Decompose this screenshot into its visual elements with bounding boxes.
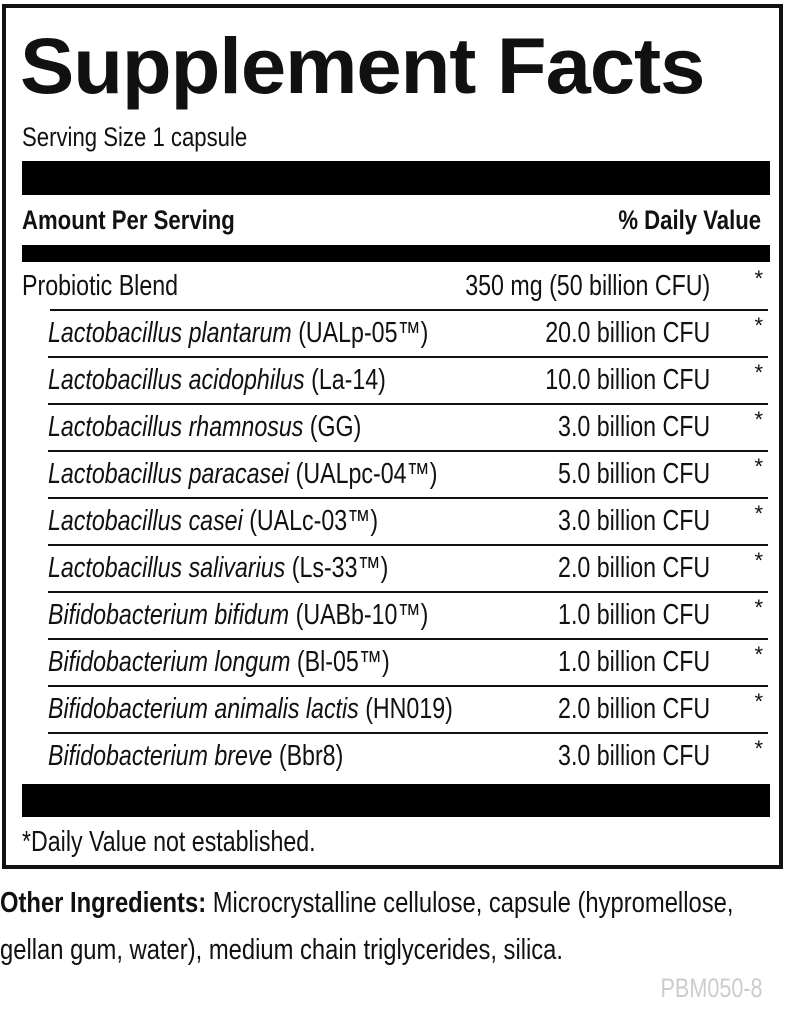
strain-row: Bifidobacterium breve (Bbr8) 3.0 billion… <box>6 734 783 781</box>
strain-amount: 20.0 billion CFU <box>544 317 710 349</box>
strain-species: Bifidobacterium breve <box>48 740 273 772</box>
strain-species: Lactobacillus salivarius <box>48 552 286 584</box>
product-code: PBM050-8 <box>660 973 763 1003</box>
strain-species: Lactobacillus rhamnosus <box>48 411 304 443</box>
blend-name: Probiotic Blend <box>22 270 179 302</box>
row-divider <box>48 544 768 546</box>
strain-dv: * <box>754 407 763 432</box>
row-divider <box>48 450 768 452</box>
daily-value-header: % Daily Value <box>618 205 761 235</box>
strain-amount: 2.0 billion CFU <box>557 552 710 584</box>
strain-dv: * <box>754 313 763 338</box>
strain-code: (La-14) <box>311 364 386 396</box>
thick-divider <box>22 161 770 195</box>
other-ingredients-label: Other Ingredients: <box>0 887 207 919</box>
strain-row: Bifidobacterium longum (Bl-05™) 1.0 bill… <box>6 640 783 687</box>
blend-row: Probiotic Blend 350 mg (50 billion CFU) … <box>6 264 783 311</box>
blend-dv: * <box>754 266 763 291</box>
strain-amount: 3.0 billion CFU <box>557 740 710 772</box>
panel-title: Supplement Facts <box>20 21 705 110</box>
row-divider <box>48 497 768 499</box>
strain-dv: * <box>754 454 763 479</box>
strain-row: Bifidobacterium animalis lactis (HN019) … <box>6 687 783 734</box>
row-divider <box>48 685 768 687</box>
strain-row: Lactobacillus rhamnosus (GG) 3.0 billion… <box>6 405 783 452</box>
strain-code: (Bbr8) <box>278 740 344 772</box>
other-ingredients: Other Ingredients: Microcrystalline cell… <box>0 880 783 974</box>
strain-dv: * <box>754 736 763 761</box>
strain-dv: * <box>754 642 763 667</box>
strain-row: Lactobacillus acidophilus (La-14) 10.0 b… <box>6 358 783 405</box>
row-divider <box>48 356 768 358</box>
strain-code: (UABb-10™) <box>295 599 429 631</box>
strain-amount: 3.0 billion CFU <box>557 411 710 443</box>
strain-amount: 5.0 billion CFU <box>557 458 710 490</box>
row-divider <box>48 403 768 405</box>
medium-divider <box>22 245 770 262</box>
strain-amount: 1.0 billion CFU <box>557 646 710 678</box>
strain-row: Lactobacillus plantarum (UALp-05™) 20.0 … <box>6 311 783 358</box>
row-divider <box>48 591 768 593</box>
strain-code: (Bl-05™) <box>296 646 390 678</box>
strain-amount: 10.0 billion CFU <box>544 364 710 396</box>
strain-row: Lactobacillus casei (UALc-03™) 3.0 billi… <box>6 499 783 546</box>
strain-species: Lactobacillus casei <box>48 505 243 537</box>
strain-species: Bifidobacterium animalis lactis <box>48 693 359 725</box>
strain-code: (UALc-03™) <box>249 505 379 537</box>
daily-value-footnote: *Daily Value not established. <box>22 826 316 858</box>
strain-species: Lactobacillus plantarum <box>48 317 292 349</box>
strain-row: Lactobacillus salivarius (Ls-33™) 2.0 bi… <box>6 546 783 593</box>
strain-amount: 3.0 billion CFU <box>557 505 710 537</box>
supplement-facts-panel: Supplement Facts Serving Size 1 capsule … <box>2 4 783 869</box>
blend-amount: 350 mg (50 billion CFU) <box>465 270 710 302</box>
amount-per-serving-header: Amount Per Serving <box>22 205 235 235</box>
other-ingredients-text: Microcrystalline cellulose, capsule (hyp… <box>0 887 734 966</box>
strain-code: (UALp-05™) <box>298 317 429 349</box>
strain-species: Lactobacillus paracasei <box>48 458 290 490</box>
serving-size: Serving Size 1 capsule <box>22 122 248 152</box>
strain-species: Bifidobacterium bifidum <box>48 599 290 631</box>
strain-species: Lactobacillus acidophilus <box>48 364 305 396</box>
strain-dv: * <box>754 689 763 714</box>
row-divider <box>48 638 768 640</box>
row-divider <box>50 309 768 311</box>
strain-amount: 1.0 billion CFU <box>557 599 710 631</box>
bottom-divider <box>22 784 770 817</box>
strain-dv: * <box>754 595 763 620</box>
strain-code: (Ls-33™) <box>291 552 389 584</box>
strain-code: (HN019) <box>365 693 453 725</box>
row-divider <box>48 732 768 734</box>
strain-dv: * <box>754 501 763 526</box>
strain-species: Bifidobacterium longum <box>48 646 291 678</box>
strain-row: Bifidobacterium bifidum (UABb-10™) 1.0 b… <box>6 593 783 640</box>
strain-row: Lactobacillus paracasei (UALpc-04™) 5.0 … <box>6 452 783 499</box>
strain-code: (GG) <box>309 411 362 443</box>
strain-code: (UALpc-04™) <box>295 458 438 490</box>
strain-amount: 2.0 billion CFU <box>557 693 710 725</box>
strain-dv: * <box>754 360 763 385</box>
strain-dv: * <box>754 548 763 573</box>
